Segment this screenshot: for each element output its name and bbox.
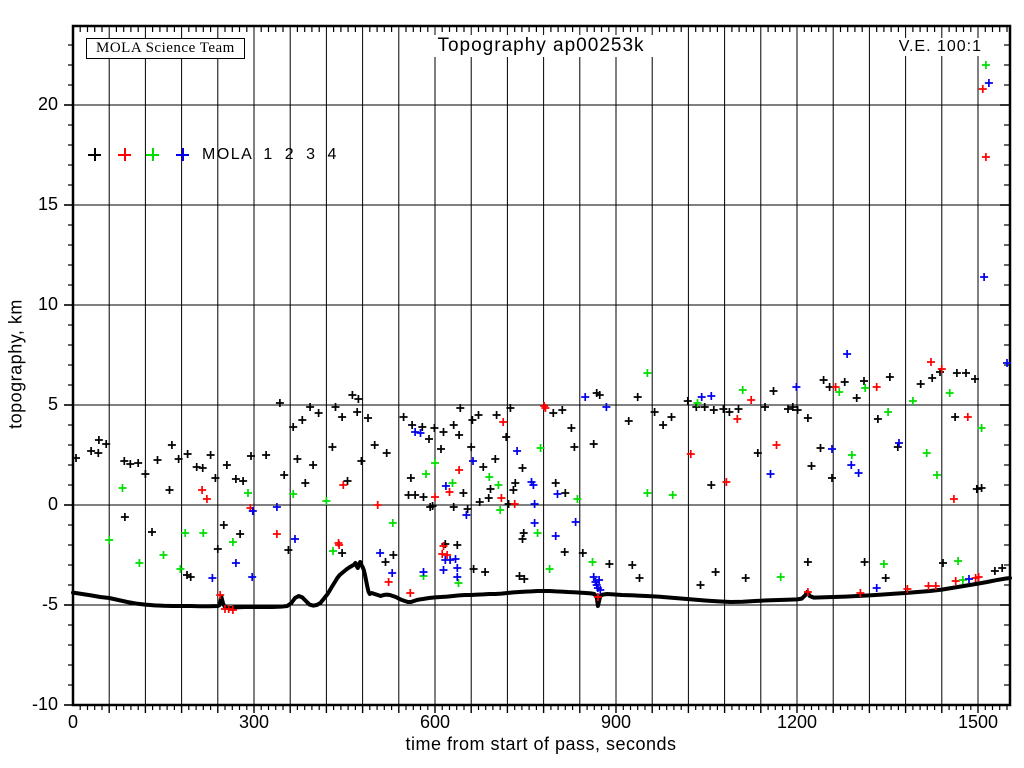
- legend-plus-icon-mola4: [176, 148, 189, 161]
- vertical-exaggeration-label: V.E. 100:1: [892, 38, 988, 56]
- y-tick-label: 5: [47, 394, 58, 414]
- y-tick-label: -5: [41, 594, 58, 614]
- x-tick-label: 600: [419, 712, 451, 732]
- x-tick-label: 1200: [776, 712, 818, 732]
- x-tick-label: 1500: [957, 712, 999, 732]
- chart-title: Topography ap00253k: [425, 35, 657, 57]
- x-axis-label: time from start of pass, seconds: [405, 734, 677, 754]
- legend-plus-icon-mola2: [118, 148, 131, 161]
- ground-track-line: [71, 560, 1012, 610]
- y-tick-label: 10: [37, 294, 58, 314]
- legend-plus-icon-mola1: [88, 148, 101, 161]
- y-tick-label: 20: [37, 94, 58, 114]
- scatter-series-mola4: [208, 79, 1011, 594]
- x-tick-label: 300: [238, 712, 270, 732]
- scatter-series-mola2: [198, 85, 990, 614]
- credit-box: MOLA Science Team: [86, 38, 245, 59]
- scatter-series-mola3: [105, 61, 990, 587]
- y-tick-label: 0: [47, 494, 58, 514]
- legend-label: MOLA 1 2 3 4: [202, 146, 338, 163]
- x-tick-label: 0: [67, 712, 78, 732]
- x-tick-label: 900: [600, 712, 632, 732]
- legend-plus-icon-mola3: [146, 148, 159, 161]
- scatter-series-mola1: [72, 368, 1007, 589]
- y-tick-label: -10: [31, 694, 58, 714]
- y-tick-label: 15: [37, 194, 58, 214]
